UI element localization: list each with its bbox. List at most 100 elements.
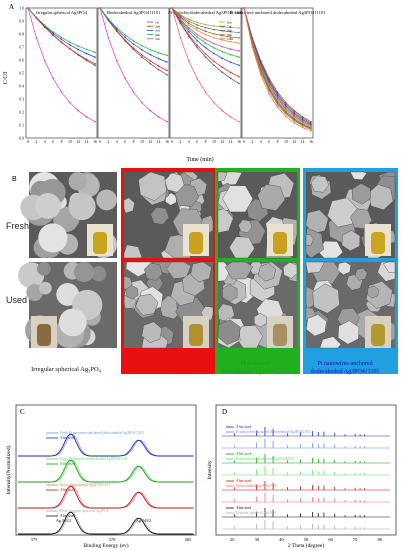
panel-a-point — [187, 22, 190, 25]
panel-a-point — [285, 115, 287, 118]
panel-a-point — [132, 48, 135, 51]
panel-a-point — [229, 61, 232, 63]
panel-a-subplot-frame — [241, 7, 314, 139]
panel-c-letter: C — [20, 408, 25, 416]
panel-a-point — [52, 32, 54, 35]
sem-particle — [73, 262, 94, 283]
panel-a-point — [196, 33, 198, 36]
panel-a-point — [238, 56, 240, 58]
panel-a-point — [187, 18, 190, 21]
panel-a-point — [276, 93, 279, 95]
panel-a-point — [60, 41, 63, 44]
panel-a-point — [213, 25, 215, 27]
panel-a-point — [221, 66, 224, 69]
xps-curve — [18, 511, 194, 535]
panel-c-curves: Fresh Pt nanowires-anchored dodecahedral… — [18, 431, 194, 535]
panel-a-point — [107, 18, 110, 20]
panel-c-xtick-375: 375 — [31, 537, 39, 542]
panel-a-point — [85, 52, 88, 55]
panel-d-frame — [215, 404, 397, 536]
sem-particle — [174, 184, 199, 207]
panel-d-xtick: 20 — [230, 537, 235, 542]
panel-a-point — [196, 39, 198, 42]
caption-pt-particles-2: dodecahedral Ag3PO4{110} — [221, 369, 290, 375]
sem-particle — [123, 244, 143, 259]
panel-a-point — [238, 50, 240, 52]
panel-a-point — [293, 114, 296, 116]
panel-a-point — [301, 120, 304, 122]
panel-a-point — [213, 60, 215, 63]
panel-a-xtick: 16 — [237, 140, 241, 144]
panel-a-point — [115, 59, 118, 62]
panel-a-point — [149, 53, 152, 56]
panel-a-xtick: 10 — [140, 140, 144, 144]
panel-a-point — [132, 43, 135, 45]
panel-a-point — [196, 46, 198, 49]
sem-particle — [229, 236, 255, 259]
panel-d-letter: D — [222, 408, 227, 416]
panel-a-point — [149, 109, 152, 112]
panel-a-point — [132, 47, 135, 49]
panel-a-point — [94, 63, 96, 65]
panel-a-xtick: 4 — [260, 140, 262, 144]
sem-particle — [217, 319, 241, 346]
sem-particle — [367, 285, 379, 299]
panel-a-point — [132, 40, 135, 42]
panel-a-point — [238, 82, 240, 85]
panel-a-point — [99, 7, 101, 9]
panel-a-xtick: 16 — [165, 140, 169, 144]
panel-a-xtick: 14 — [301, 140, 305, 144]
panel-a-ytick: 0.9 — [19, 20, 24, 24]
panel-a-xtick: 6 — [124, 140, 126, 144]
panel-a-point — [141, 49, 143, 51]
panel-a-point — [187, 24, 190, 26]
panel-a-point — [221, 45, 224, 48]
sem-particle — [96, 189, 117, 211]
caption-dodecahedral: Dodecahedral Ag3PO4{110} — [132, 366, 206, 374]
panel-a-point — [301, 126, 304, 129]
panel-a-point — [310, 120, 312, 123]
panel-b-captions: Irregular spherical Ag3PO4 Dodecahedral … — [31, 361, 379, 375]
panel-a-point — [69, 47, 71, 50]
panel-a-point — [301, 125, 304, 127]
panel-c-frame — [15, 404, 197, 536]
panel-a-legend-label: 3rd — [155, 29, 160, 33]
panel-a-point — [166, 69, 168, 72]
panel-a-point — [166, 120, 168, 123]
sem-particle — [68, 172, 88, 191]
panel-a-legend-label: 9th — [227, 33, 232, 37]
panel-a-ytick: 0.2 — [19, 111, 24, 115]
panel-a-series-line — [243, 7, 312, 128]
panel-a-point — [187, 28, 190, 31]
panel-a-ytick: 1.0 — [19, 7, 24, 11]
panel-a-xtick: 0 — [243, 140, 245, 144]
panel-a-xtick: 4 — [116, 140, 118, 144]
panel-a-subplot-title: Pt nanowires-anchored dodecahedral Ag3PO… — [230, 10, 326, 15]
sem-particle — [349, 171, 368, 180]
panel-a-xtick: 6 — [52, 140, 54, 144]
xps-used-label: After used — [60, 436, 75, 440]
panel-b-columns — [18, 168, 398, 374]
panel-a-point — [166, 54, 168, 57]
panel-a-point — [238, 37, 240, 39]
panel-a-point — [293, 109, 296, 112]
panel-a-point — [213, 28, 215, 31]
panel-a-point — [94, 56, 96, 58]
panel-a-point — [60, 38, 63, 41]
panel-a-point — [141, 44, 143, 47]
panel-a-ytick: 0.8 — [19, 33, 24, 37]
panel-a-point — [77, 45, 80, 47]
panel-a-series-line — [243, 7, 312, 130]
panel-a-point — [52, 77, 54, 80]
sem-particle — [351, 183, 371, 205]
panel-a-xtick: 10 — [212, 140, 216, 144]
panel-a-point — [213, 101, 215, 104]
vial-used — [189, 324, 203, 346]
panel-a-xtick: 0 — [171, 140, 173, 144]
panel-a-point — [166, 74, 168, 76]
sem-particle — [305, 314, 327, 337]
panel-a-xtick: 14 — [157, 140, 161, 144]
sem-particle — [35, 192, 61, 219]
sem-particle — [125, 285, 139, 300]
